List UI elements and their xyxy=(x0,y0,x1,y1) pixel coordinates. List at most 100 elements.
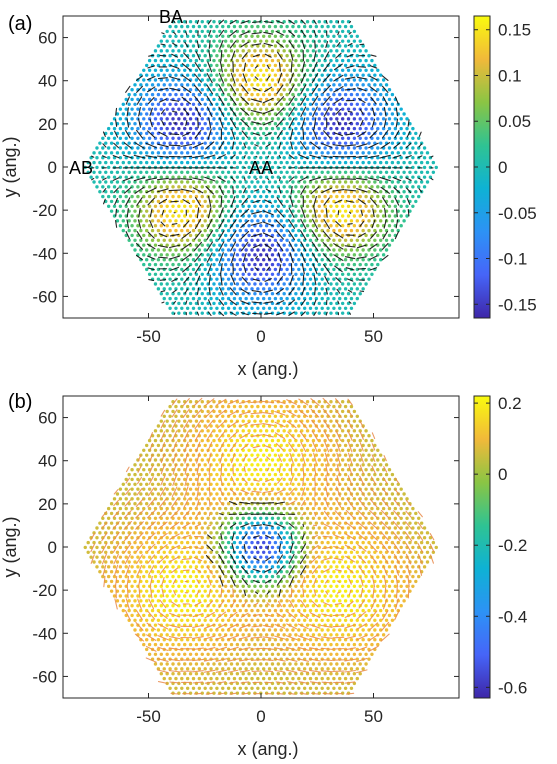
site-dot xyxy=(259,262,263,267)
site-dot xyxy=(425,560,430,564)
site-dot xyxy=(212,29,216,34)
site-dot xyxy=(232,44,237,48)
site-dot xyxy=(86,160,90,165)
site-dot xyxy=(188,49,193,53)
spin-arrow xyxy=(379,154,391,159)
site-dot xyxy=(212,613,216,618)
spin-arrow xyxy=(208,287,211,296)
site-dot xyxy=(291,151,295,155)
site-dot xyxy=(153,584,158,588)
site-dot xyxy=(250,560,254,564)
site-dot xyxy=(212,584,216,588)
spin-arrow xyxy=(172,110,178,113)
site-dot xyxy=(294,594,298,598)
site-dot xyxy=(118,136,123,140)
site-dot xyxy=(183,594,187,598)
site-dot xyxy=(162,589,166,593)
site-dot xyxy=(262,608,266,613)
site-dot xyxy=(253,204,257,208)
site-dot xyxy=(150,540,155,545)
site-dot xyxy=(352,39,357,43)
site-dot xyxy=(115,219,120,223)
site-dot xyxy=(279,550,283,554)
site-dot xyxy=(133,151,137,155)
site-dot xyxy=(352,652,357,656)
site-dot xyxy=(212,233,216,238)
site-dot xyxy=(320,618,324,622)
site-dot xyxy=(288,97,292,102)
site-dot xyxy=(311,146,316,150)
site-dot xyxy=(165,214,169,218)
site-dot xyxy=(373,638,377,642)
y-tick-label: 0 xyxy=(48,158,57,177)
site-dot xyxy=(156,102,161,106)
site-dot xyxy=(329,292,333,296)
site-dot xyxy=(358,623,362,627)
site-dot xyxy=(364,604,368,608)
site-dot xyxy=(308,151,313,155)
site-dot xyxy=(235,301,240,306)
spin-arrow xyxy=(218,311,225,317)
site-dot xyxy=(387,555,392,559)
site-dot xyxy=(197,170,202,174)
site-dot xyxy=(393,214,398,218)
spin-arrow xyxy=(275,311,284,316)
site-dot xyxy=(174,83,178,87)
site-dot xyxy=(343,306,348,310)
site-dot xyxy=(367,267,371,272)
site-dot xyxy=(270,175,275,179)
site-dot xyxy=(191,219,196,223)
site-dot xyxy=(145,122,149,126)
site-dot xyxy=(329,642,333,647)
spin-arrow xyxy=(336,41,341,48)
site-dot xyxy=(174,560,178,564)
site-dot xyxy=(185,102,190,106)
site-dot xyxy=(379,92,383,97)
site-dot xyxy=(270,88,275,92)
site-dot xyxy=(150,190,155,194)
site-dot xyxy=(109,540,114,545)
site-dot xyxy=(127,540,131,545)
site-dot xyxy=(376,224,380,228)
site-dot xyxy=(326,667,330,671)
site-dot xyxy=(247,204,251,208)
site-dot xyxy=(302,676,307,681)
spin-arrow xyxy=(173,31,177,35)
site-dot xyxy=(212,594,216,598)
spin-arrow xyxy=(145,155,158,159)
site-dot xyxy=(221,618,225,622)
site-dot xyxy=(98,170,102,174)
spin-arrow xyxy=(147,267,155,271)
site-dot xyxy=(256,638,260,642)
site-dot xyxy=(247,233,251,238)
site-dot xyxy=(183,243,187,247)
site-dot xyxy=(332,112,336,116)
site-dot xyxy=(156,267,161,272)
site-dot xyxy=(285,122,289,126)
site-dot xyxy=(343,570,348,574)
site-dot xyxy=(317,68,321,72)
site-dot xyxy=(162,141,166,145)
site-dot xyxy=(326,589,330,593)
site-dot xyxy=(235,78,240,82)
site-dot xyxy=(267,550,272,554)
site-dot xyxy=(349,151,354,155)
site-dot xyxy=(253,126,257,131)
site-dot xyxy=(273,190,278,194)
site-dot xyxy=(305,642,310,647)
spin-arrow xyxy=(125,85,131,93)
site-dot xyxy=(262,560,266,564)
site-dot xyxy=(226,54,231,58)
site-dot xyxy=(285,238,289,242)
site-dot xyxy=(329,78,333,82)
spin-arrow xyxy=(288,230,296,241)
site-dot xyxy=(223,681,228,686)
site-dot xyxy=(384,618,389,622)
site-dot xyxy=(241,175,245,179)
site-dot xyxy=(180,608,184,613)
site-dot xyxy=(276,97,281,102)
spin-arrow xyxy=(160,221,166,227)
site-dot xyxy=(124,604,128,608)
site-dot xyxy=(317,662,321,666)
site-dot xyxy=(329,672,333,676)
